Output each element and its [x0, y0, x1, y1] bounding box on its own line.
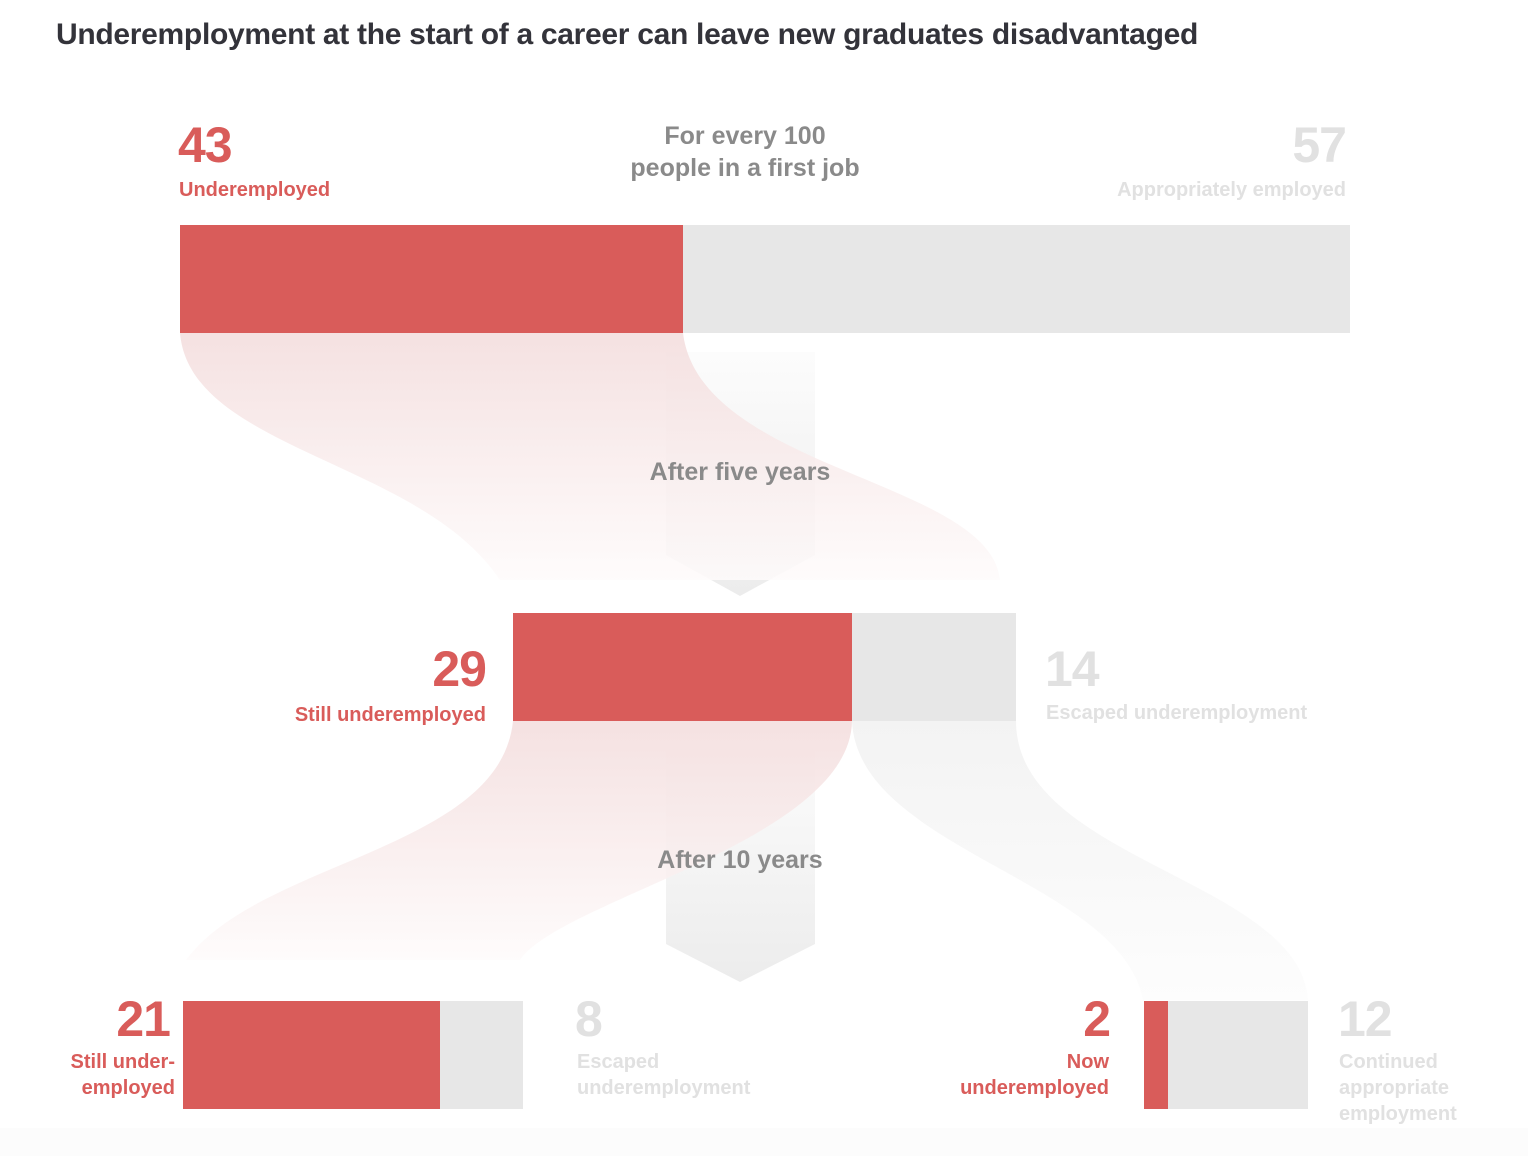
bar-year10-still-underemployed — [183, 1001, 440, 1109]
year10-escaped-value: 8 — [575, 991, 603, 1047]
year5-escaped-value: 14 — [1045, 641, 1100, 697]
year10-still-underemployed-label: Still under- employed — [70, 1051, 175, 1099]
year10-still-underemployed-value: 21 — [116, 991, 171, 1047]
stage1-arrow-label: After five years — [649, 458, 831, 486]
year10-now-underemployed-label: Now underemployed — [960, 1051, 1109, 1099]
first-job-appropriate-label: Appropriately employed — [1117, 179, 1346, 201]
chart-title: Underemployment at the start of a career… — [56, 18, 1199, 51]
bar-year10-now-underemployed — [1144, 1001, 1168, 1109]
bar-year10-continued-appropriate — [1168, 1001, 1308, 1109]
year10-now-underemployed-value: 2 — [1083, 991, 1111, 1047]
first-job-appropriate-value: 57 — [1292, 117, 1347, 173]
first-job-underemployed-value: 43 — [178, 117, 233, 173]
year5-still-underemployed-label: Still underemployed — [294, 704, 486, 726]
first-job-underemployed-label: Underemployed — [179, 179, 331, 201]
bar-first-job-underemployed — [180, 225, 683, 333]
bar-year10-escaped — [440, 1001, 523, 1109]
stage2-arrow-label: After 10 years — [657, 846, 823, 874]
year10-continued-appropriate-label: Continued appropriate employment — [1339, 1051, 1457, 1125]
bar-year5-still-underemployed — [513, 613, 852, 721]
flow-escaped-to-group-b — [852, 721, 1308, 1000]
flow-still-under-to-group-a — [186, 721, 852, 960]
stage0-header: For every 100 people in a first job — [630, 122, 860, 182]
flow-first-to-year5 — [180, 333, 1000, 580]
year10-escaped-label: Escaped underemployment — [577, 1051, 751, 1099]
footer-band — [0, 1128, 1528, 1156]
bar-year5-escaped — [852, 613, 1016, 721]
bar-first-job-appropriate — [683, 225, 1350, 333]
year10-continued-appropriate-value: 12 — [1338, 991, 1393, 1047]
year5-still-underemployed-value: 29 — [432, 641, 487, 697]
year5-escaped-label: Escaped underemployment — [1046, 702, 1308, 724]
